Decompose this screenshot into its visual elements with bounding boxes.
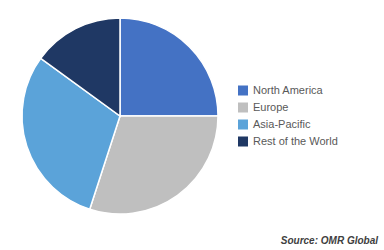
pie [22, 18, 218, 214]
legend-item: Rest of the World [238, 135, 338, 147]
pie-slice [41, 18, 120, 116]
legend-label: Rest of the World [253, 135, 338, 147]
legend-item: Asia-Pacific [238, 118, 311, 130]
legend-label: Europe [253, 101, 288, 113]
chart: North America Europe Asia-Pacific Rest of t… [0, 0, 384, 250]
legend: North America Europe Asia-Pacific Rest of t… [238, 84, 338, 147]
legend-swatch [238, 137, 248, 147]
legend-label: North America [253, 84, 324, 96]
legend-item: North America [238, 84, 324, 96]
legend-swatch [238, 120, 248, 130]
legend-item: Europe [238, 101, 288, 113]
legend-label: Asia-Pacific [253, 118, 311, 130]
pie-slice [120, 18, 218, 116]
source-note: Source: OMR Global [281, 235, 378, 246]
legend-swatch [238, 86, 248, 96]
legend-swatch [238, 103, 248, 113]
